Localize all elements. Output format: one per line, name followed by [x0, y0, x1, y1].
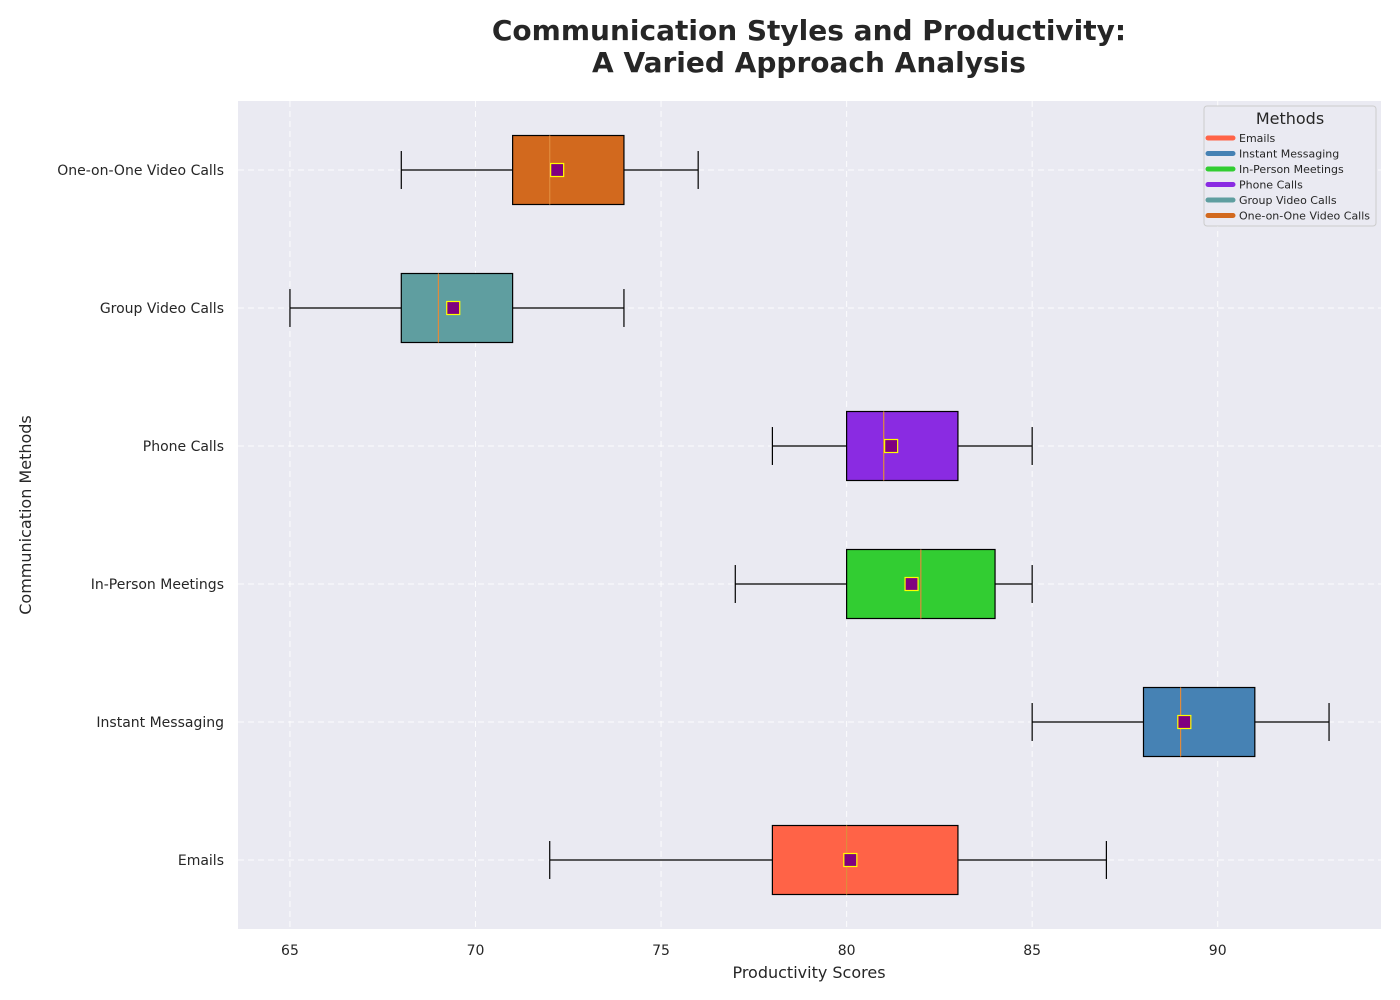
box-iqr — [1143, 688, 1254, 757]
y-tick-label: In-Person Meetings — [91, 577, 224, 593]
mean-marker — [1178, 716, 1191, 729]
x-axis-label: Productivity Scores — [732, 963, 885, 982]
legend-label: In-Person Meetings — [1239, 163, 1344, 176]
x-tick-label: 70 — [467, 943, 485, 959]
y-tick-label: Emails — [178, 853, 224, 869]
legend-label: Group Video Calls — [1239, 194, 1337, 207]
y-tick-label: Instant Messaging — [96, 715, 224, 731]
y-axis-label: Communication Methods — [16, 415, 35, 615]
x-tick-label: 65 — [281, 943, 299, 959]
mean-marker — [885, 440, 898, 453]
mean-marker — [905, 578, 918, 591]
chart-title-line-2: A Varied Approach Analysis — [592, 46, 1026, 79]
legend-label: One-on-One Video Calls — [1239, 210, 1370, 223]
mean-marker — [844, 854, 857, 867]
legend-title: Methods — [1256, 109, 1324, 128]
box-iqr — [513, 136, 624, 205]
box-iqr — [847, 412, 958, 481]
legend-label: Emails — [1239, 132, 1276, 145]
y-tick-label: Group Video Calls — [100, 301, 224, 317]
legend-label: Phone Calls — [1239, 179, 1303, 192]
x-tick-label: 85 — [1023, 943, 1041, 959]
y-tick-label: One-on-One Video Calls — [57, 163, 224, 179]
x-tick-label: 80 — [838, 943, 856, 959]
chart-title-line-1: Communication Styles and Productivity: — [492, 14, 1126, 47]
y-tick-label: Phone Calls — [143, 439, 224, 455]
mean-marker — [447, 302, 460, 315]
mean-marker — [551, 164, 564, 177]
x-tick-label: 90 — [1209, 943, 1227, 959]
legend-label: Instant Messaging — [1239, 148, 1339, 161]
x-tick-label: 75 — [652, 943, 670, 959]
legend: Methods Emails Instant Messaging In-Person… — [1204, 106, 1376, 226]
box-iqr — [772, 826, 958, 895]
